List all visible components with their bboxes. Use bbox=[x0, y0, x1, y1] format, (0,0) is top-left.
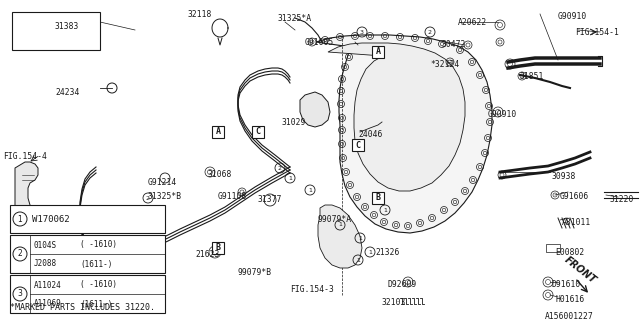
Text: 24234: 24234 bbox=[55, 88, 79, 97]
Text: B: B bbox=[376, 194, 381, 203]
Polygon shape bbox=[300, 92, 330, 127]
Text: D92609: D92609 bbox=[388, 280, 417, 289]
Text: 32103: 32103 bbox=[382, 298, 406, 307]
Text: *MARKED PARTS INCLUDES 31220.: *MARKED PARTS INCLUDES 31220. bbox=[10, 303, 155, 312]
Bar bbox=[10, 205, 165, 233]
Text: 31220: 31220 bbox=[610, 195, 634, 204]
Text: 99079*A: 99079*A bbox=[318, 215, 352, 224]
Text: A11024: A11024 bbox=[34, 281, 61, 290]
Text: C: C bbox=[255, 127, 260, 137]
Text: G91214: G91214 bbox=[148, 178, 177, 187]
Bar bbox=[352, 139, 364, 151]
Text: 1: 1 bbox=[383, 207, 387, 212]
Text: 1: 1 bbox=[356, 258, 360, 262]
Text: A: A bbox=[376, 47, 381, 57]
Text: 31325*A: 31325*A bbox=[278, 14, 312, 23]
Text: *32124: *32124 bbox=[430, 60, 460, 69]
Text: G90910: G90910 bbox=[558, 12, 588, 21]
Bar bbox=[10, 275, 165, 313]
Text: B: B bbox=[216, 244, 221, 252]
Text: 31377: 31377 bbox=[258, 195, 282, 204]
Text: G91606: G91606 bbox=[560, 192, 589, 201]
Polygon shape bbox=[316, 35, 492, 233]
Polygon shape bbox=[318, 205, 362, 268]
Bar bbox=[372, 46, 384, 58]
Text: (1611-): (1611-) bbox=[80, 300, 113, 308]
Text: 1: 1 bbox=[338, 222, 342, 228]
Text: A20622: A20622 bbox=[458, 18, 487, 27]
Text: 1: 1 bbox=[368, 250, 372, 254]
Text: 1: 1 bbox=[18, 214, 22, 223]
Bar bbox=[212, 242, 224, 254]
Text: 3: 3 bbox=[17, 290, 22, 299]
Text: ( -1610): ( -1610) bbox=[80, 241, 117, 250]
Text: 31851: 31851 bbox=[520, 72, 545, 81]
Text: ( -1610): ( -1610) bbox=[80, 281, 117, 290]
Text: 1: 1 bbox=[288, 175, 292, 180]
Text: 2: 2 bbox=[146, 196, 150, 201]
Text: A: A bbox=[216, 127, 221, 137]
Text: 2: 2 bbox=[18, 250, 22, 259]
Text: (1611-): (1611-) bbox=[80, 260, 113, 268]
Text: 30472: 30472 bbox=[442, 40, 467, 49]
Text: 31325*B: 31325*B bbox=[148, 192, 182, 201]
Bar bbox=[252, 126, 264, 138]
Text: 2: 2 bbox=[278, 165, 282, 171]
Text: FIG.154-3: FIG.154-3 bbox=[290, 285, 334, 294]
Text: FIG.154-1: FIG.154-1 bbox=[575, 28, 619, 37]
Bar bbox=[212, 126, 224, 138]
Text: 99079*B: 99079*B bbox=[238, 268, 272, 277]
Polygon shape bbox=[328, 43, 465, 191]
Bar bbox=[12, 12, 100, 50]
Text: 31383: 31383 bbox=[55, 22, 79, 31]
Text: 21326: 21326 bbox=[375, 248, 399, 257]
Text: 31068: 31068 bbox=[208, 170, 232, 179]
Text: 32118: 32118 bbox=[188, 10, 212, 19]
Text: C: C bbox=[355, 140, 360, 149]
Text: 24046: 24046 bbox=[358, 130, 382, 139]
Text: 3: 3 bbox=[360, 29, 364, 35]
Text: G91108: G91108 bbox=[218, 192, 247, 201]
Text: FRONT: FRONT bbox=[563, 255, 598, 285]
Text: 0104S: 0104S bbox=[34, 241, 57, 250]
Bar bbox=[546, 244, 560, 252]
Text: 1: 1 bbox=[358, 236, 362, 241]
Bar bbox=[372, 192, 384, 204]
Text: 2: 2 bbox=[428, 29, 432, 35]
Text: 30938: 30938 bbox=[552, 172, 577, 181]
Bar bbox=[10, 235, 165, 273]
Text: A81011: A81011 bbox=[562, 218, 591, 227]
Text: J2088: J2088 bbox=[34, 260, 57, 268]
Polygon shape bbox=[15, 162, 38, 232]
Text: 1: 1 bbox=[308, 188, 312, 193]
Text: 21623: 21623 bbox=[195, 250, 220, 259]
Text: G91605: G91605 bbox=[305, 38, 334, 47]
Text: W170062: W170062 bbox=[32, 214, 70, 223]
Text: A11069: A11069 bbox=[34, 300, 61, 308]
Text: G90910: G90910 bbox=[488, 110, 517, 119]
Text: E00802: E00802 bbox=[555, 248, 584, 257]
Text: 31029: 31029 bbox=[282, 118, 307, 127]
Text: FIG.154-4: FIG.154-4 bbox=[3, 152, 47, 161]
Text: A156001227: A156001227 bbox=[545, 312, 594, 320]
Text: D91610: D91610 bbox=[552, 280, 581, 289]
Text: H01616: H01616 bbox=[555, 295, 584, 304]
